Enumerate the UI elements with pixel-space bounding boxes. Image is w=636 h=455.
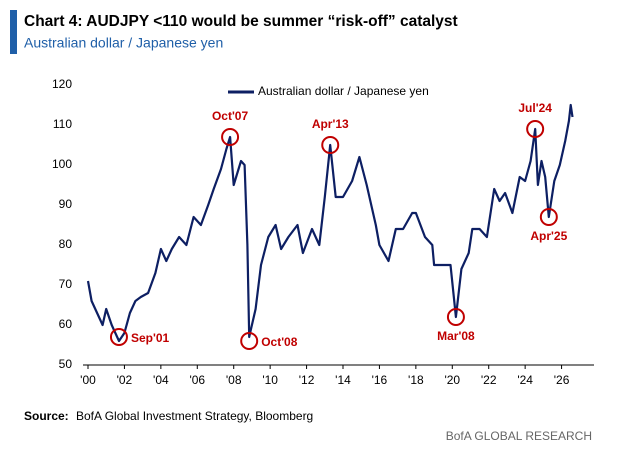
x-tick-label: '18 (408, 373, 424, 387)
series-line (86, 103, 574, 343)
annotation-circle (539, 208, 558, 226)
y-tick-label: 50 (59, 357, 73, 371)
y-tick-label: 120 (52, 77, 72, 91)
annotation-circle (446, 308, 465, 326)
x-tick-label: '00 (80, 373, 96, 387)
chart-title: Chart 4: AUDJPY <110 would be summer “ri… (24, 13, 458, 30)
x-tick-label: '22 (481, 373, 497, 387)
y-tick-label: 90 (59, 197, 73, 211)
annotation-circle (109, 328, 128, 346)
x-tick-label: '06 (189, 373, 205, 387)
annotation-circle (526, 120, 545, 138)
annotation-label: Jul'24 (518, 101, 552, 115)
x-tick-label: '02 (117, 373, 133, 387)
annotation-label: Oct'07 (212, 109, 249, 123)
x-tick-label: '04 (153, 373, 169, 387)
x-tick-label: '08 (226, 373, 242, 387)
y-tick-label: 110 (53, 117, 72, 131)
x-tick-label: '10 (262, 373, 278, 387)
chart-subtitle: Australian dollar / Japanese yen (24, 35, 223, 51)
y-tick-label: 100 (52, 157, 72, 171)
x-tick-label: '16 (372, 373, 388, 387)
x-tick-label: '20 (444, 373, 460, 387)
legend-label: Australian dollar / Japanese yen (258, 84, 429, 98)
annotation-label: Sep'01 (131, 331, 170, 345)
annotation-label: Apr'25 (530, 229, 567, 243)
source: BofA Global Investment Strategy, Bloombe… (76, 409, 313, 423)
annotation-label: Oct'08 (261, 335, 298, 349)
annotation-circle (321, 136, 340, 154)
source-label: Source: (24, 409, 69, 423)
title-bar (10, 10, 17, 54)
x-tick-label: '12 (299, 373, 315, 387)
annotation-circle (221, 128, 240, 146)
annotation-label: Mar'08 (437, 329, 475, 343)
y-tick-label: 60 (59, 317, 73, 331)
annotation-circle (240, 332, 259, 350)
annotation-label: Apr'13 (312, 117, 349, 131)
y-tick-label: 70 (59, 277, 73, 291)
x-tick-label: '14 (335, 373, 351, 387)
x-tick-label: '26 (554, 373, 570, 387)
footer: BofA GLOBAL RESEARCH (446, 429, 592, 443)
y-tick-label: 80 (59, 237, 73, 251)
x-tick-label: '24 (517, 373, 533, 387)
